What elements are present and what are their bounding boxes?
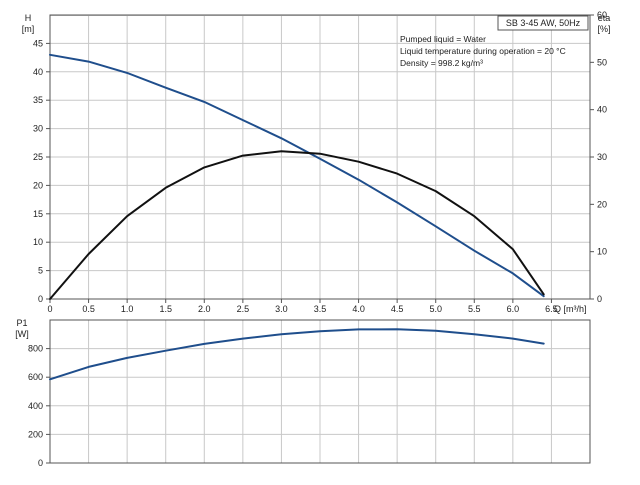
q-axis-tick-label: 3.0 <box>275 304 288 314</box>
q-axis-tick-label: 2.5 <box>237 304 250 314</box>
h-axis-tick-label: 10 <box>33 237 43 247</box>
eta-axis-tick-label: 10 <box>597 247 607 257</box>
eta-axis-tick-label: 30 <box>597 152 607 162</box>
h-axis-tick-label: 45 <box>33 38 43 48</box>
q-axis-tick-label: 0.5 <box>82 304 95 314</box>
q-axis-tick-label: 4.0 <box>352 304 365 314</box>
chart-title: SB 3-45 AW, 50Hz <box>506 18 581 28</box>
efficiency-curve <box>49 150 545 300</box>
eta-axis-unit: [%] <box>597 24 610 34</box>
p1-axis-tick-label: 600 <box>28 372 43 382</box>
q-axis-label: Q [m³/h] <box>554 304 587 314</box>
h-axis-tick-label: 25 <box>33 152 43 162</box>
head-curve <box>49 53 545 298</box>
p1-axis-unit: [W] <box>15 329 29 339</box>
h-axis-tick-label: 30 <box>33 124 43 134</box>
eta-axis-tick-label: 60 <box>597 10 607 20</box>
chart-note: Pumped liquid = Water <box>400 34 486 44</box>
p1-axis-tick-label: 0 <box>38 458 43 468</box>
eta-axis-tick-label: 20 <box>597 199 607 209</box>
h-axis-label: H <box>25 13 32 23</box>
q-axis-tick-label: 5.5 <box>468 304 481 314</box>
q-axis-tick-label: 2.0 <box>198 304 211 314</box>
eta-axis-tick-label: 50 <box>597 57 607 67</box>
p1-axis-label: P1 <box>16 318 27 328</box>
h-axis-tick-label: 40 <box>33 67 43 77</box>
bottom-plot-frame <box>49 319 591 464</box>
title-box <box>497 15 589 31</box>
q-axis-tick-label: 6.5 <box>545 304 558 314</box>
p1-axis-tick-label: 200 <box>28 429 43 439</box>
h-axis-unit: [m] <box>22 24 35 34</box>
h-axis-tick-label: 35 <box>33 95 43 105</box>
q-axis-tick-label: 1.5 <box>159 304 172 314</box>
h-axis-tick-label: 20 <box>33 180 43 190</box>
h-axis-tick-label: 0 <box>38 294 43 304</box>
h-axis-tick-label: 5 <box>38 266 43 276</box>
h-axis-tick-label: 15 <box>33 209 43 219</box>
chart-note: Density = 998.2 kg/m³ <box>400 58 483 68</box>
q-axis-tick-label: 0 <box>47 304 52 314</box>
q-axis-tick-label: 4.5 <box>391 304 404 314</box>
p1-axis-tick-label: 800 <box>28 344 43 354</box>
eta-axis-tick-label: 40 <box>597 105 607 115</box>
q-axis-tick-label: 1.0 <box>121 304 134 314</box>
q-axis-tick-label: 5.0 <box>429 304 442 314</box>
eta-axis-label: eta <box>598 13 611 23</box>
p1-axis-tick-label: 400 <box>28 401 43 411</box>
eta-axis-tick-label: 0 <box>597 294 602 304</box>
q-axis-tick-label: 3.5 <box>314 304 327 314</box>
chart-note: Liquid temperature during operation = 20… <box>400 46 566 56</box>
q-axis-tick-label: 6.0 <box>507 304 520 314</box>
power-curve <box>49 328 545 381</box>
